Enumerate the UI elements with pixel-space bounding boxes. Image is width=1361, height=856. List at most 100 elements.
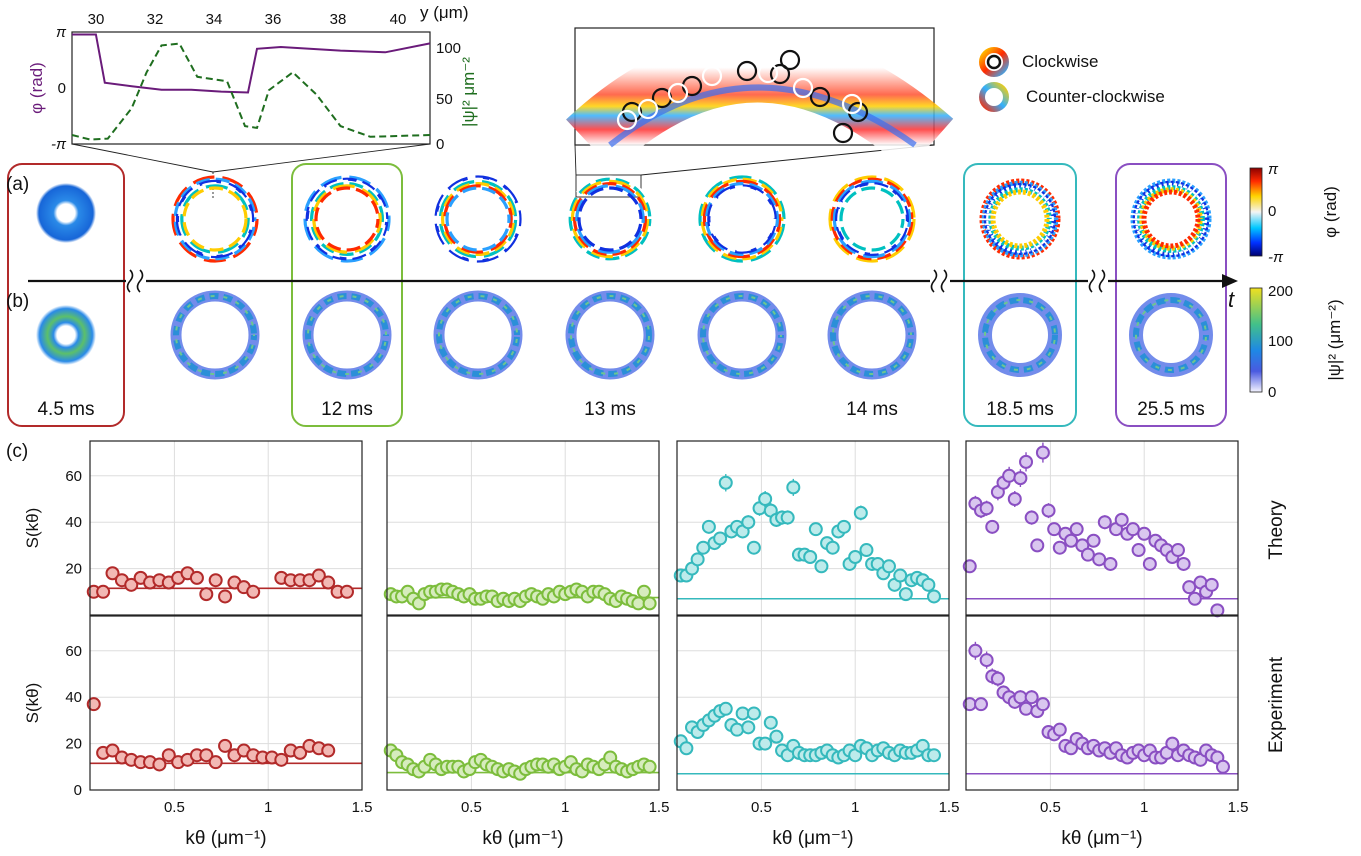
data-point	[786, 480, 801, 495]
vortex-markers	[616, 49, 869, 144]
y-tick: 38	[330, 11, 347, 28]
data-point	[208, 755, 223, 770]
structure-factor-panel: 0.5 1 1.5 kθ (μm⁻¹)	[962, 615, 1249, 849]
x-tick-label: 1	[1140, 799, 1148, 816]
x-axis-label: kθ (μm⁻¹)	[185, 828, 266, 849]
snapshot-time-label: 25.5 ms	[1137, 399, 1205, 420]
data-point	[152, 757, 167, 772]
counter-clockwise-icon	[979, 82, 1009, 112]
x-tick-label: 0.5	[164, 799, 185, 816]
density-tick: 50	[436, 91, 453, 108]
x-tick-label: 1.5	[1228, 799, 1249, 816]
structure-factor-panel: 0 20 40 60 S(kθ) 0.5 1 1.5 kθ (μm⁻¹)	[23, 615, 373, 849]
plot-frame	[965, 615, 1239, 791]
phase-snapshot	[979, 178, 1061, 260]
data-point	[718, 701, 733, 716]
snapshot-sequence: 4.5 ms 12 ms 13 ms 14 ms 18.5 ms 25.5 ms	[36, 175, 1213, 420]
x-tick-label: 1	[264, 799, 272, 816]
density-snapshot	[1129, 293, 1213, 377]
y-tick: 30	[88, 11, 105, 28]
density-snapshot	[170, 290, 260, 380]
data-point	[1080, 547, 1095, 562]
plot-frame	[965, 440, 1239, 616]
data-point	[1103, 556, 1118, 571]
time-highlight-box	[7, 163, 125, 427]
clockwise-vortex-marker	[832, 122, 854, 144]
phase-snapshot	[171, 175, 259, 263]
data-point	[741, 515, 756, 530]
phase-tick: 0	[58, 80, 66, 97]
data-point	[161, 748, 176, 763]
counter-clockwise-vortex-marker	[667, 82, 689, 104]
structure-factor-panel	[962, 440, 1239, 618]
phase-colorbar-gradient	[1249, 167, 1263, 257]
phase-colorbar-tick: -π	[1268, 249, 1284, 266]
phase-snapshot	[303, 175, 391, 263]
data-point	[696, 540, 711, 555]
density-axis-label: |ψ|² μm⁻²	[459, 57, 478, 127]
data-point	[979, 653, 994, 668]
data-point	[96, 584, 111, 599]
data-point	[679, 741, 694, 756]
x-tick-label: 0.5	[751, 799, 772, 816]
data-point	[990, 671, 1005, 686]
clockwise-icon	[979, 47, 1009, 77]
data-point	[105, 743, 120, 758]
y-tick: 36	[265, 11, 282, 28]
data-point	[274, 752, 289, 767]
data-point	[836, 519, 851, 534]
structure-factor-panel	[383, 440, 660, 616]
x-tick-label: 1	[561, 799, 569, 816]
panel-label-c: (c)	[6, 441, 28, 462]
x-tick-label: 1.5	[649, 799, 670, 816]
clockwise-vortex-marker	[736, 60, 758, 82]
data-point	[1007, 492, 1022, 506]
phase-colorbar-label: φ (rad)	[1321, 186, 1340, 238]
clockwise-vortex-marker	[769, 63, 791, 85]
phase-snapshot	[434, 175, 522, 263]
data-point	[853, 505, 868, 520]
data-point	[814, 559, 829, 574]
data-point	[1204, 577, 1219, 592]
snapshot-time-label: 12 ms	[321, 399, 373, 420]
clockwise-vortex-marker	[809, 86, 831, 108]
row-label-theory: Theory	[1266, 500, 1287, 560]
data-point	[803, 550, 818, 564]
y-tick: 34	[206, 11, 223, 28]
panel-label-a: (a)	[6, 174, 29, 195]
y-tick: 40	[390, 11, 407, 28]
data-point	[1125, 522, 1140, 537]
data-point	[321, 743, 336, 758]
data-point	[701, 519, 716, 534]
data-point	[636, 584, 651, 599]
data-point	[881, 559, 896, 574]
x-tick-label: 1.5	[352, 799, 373, 816]
clockwise-vortex-marker	[779, 49, 801, 71]
data-point	[690, 552, 705, 567]
structure-factor-panel	[673, 440, 950, 616]
phase-snapshot	[698, 175, 786, 263]
data-point	[1086, 533, 1101, 548]
density-snapshot	[978, 293, 1062, 377]
ring-arc	[566, 32, 954, 172]
data-point	[1019, 454, 1034, 469]
data-point	[321, 575, 336, 590]
data-point	[1047, 522, 1062, 537]
data-point	[1092, 552, 1107, 567]
data-point	[758, 736, 773, 751]
density-snapshot	[697, 290, 787, 380]
y-tick-label: 40	[65, 689, 82, 706]
time-axis-label: t	[1228, 287, 1235, 312]
data-point	[730, 722, 745, 737]
snapshot-time-label: 14 ms	[846, 399, 898, 420]
phase-tick: -π	[51, 136, 67, 153]
counter-clockwise-vortex-marker	[792, 77, 814, 99]
phase-colorbar-tick: π	[1268, 161, 1279, 178]
x-tick-label: 1.5	[939, 799, 960, 816]
data-point	[746, 540, 761, 555]
inset-plot-frame	[71, 31, 431, 145]
x-axis-label: kθ (μm⁻¹)	[1061, 828, 1142, 849]
data-point	[1165, 736, 1180, 751]
x-axis-label: kθ (μm⁻¹)	[772, 828, 853, 849]
data-point	[926, 748, 941, 763]
